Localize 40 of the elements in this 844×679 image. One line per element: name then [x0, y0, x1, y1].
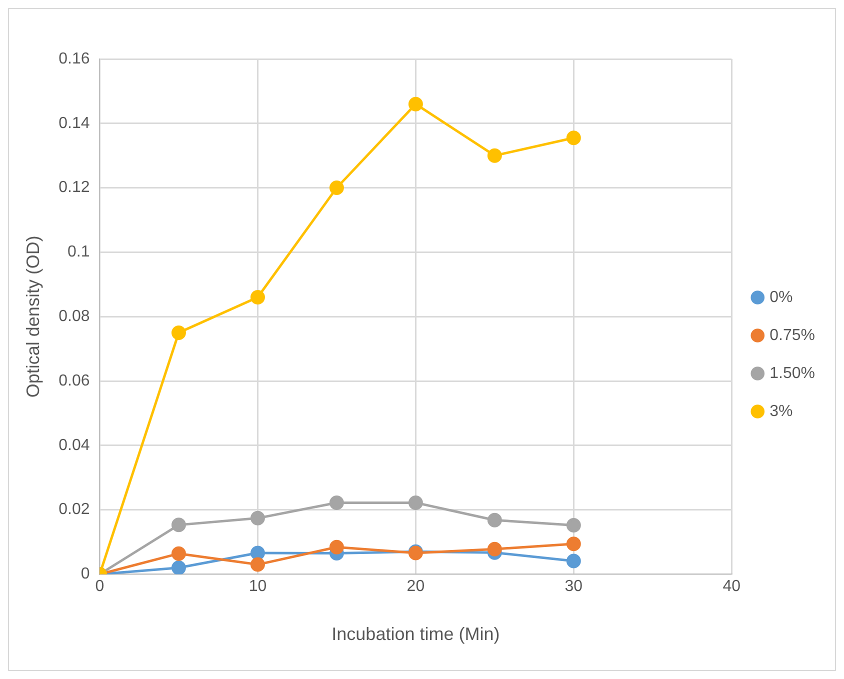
point — [171, 325, 186, 340]
point — [487, 542, 502, 556]
point — [408, 96, 423, 112]
point — [329, 540, 344, 554]
y-tick-label: 0.16 — [58, 50, 90, 68]
y-tick-label: 0.12 — [58, 179, 90, 196]
x-tick-label: 20 — [406, 578, 425, 596]
point — [566, 554, 581, 568]
point — [250, 557, 265, 572]
point — [487, 148, 502, 163]
y-tick-label: 0.14 — [58, 114, 90, 132]
y-tick-label: 0.08 — [58, 308, 90, 326]
point — [329, 180, 344, 196]
x-tick-label: 40 — [722, 578, 741, 596]
y-axis-title: Optical density (OD) — [22, 236, 43, 398]
point — [329, 495, 344, 510]
y-tick-label: 0 — [80, 566, 90, 583]
point — [566, 130, 581, 146]
legend-label: 0.75% — [770, 326, 816, 344]
point — [171, 518, 186, 532]
x-tick-label: 10 — [248, 578, 267, 596]
y-tick-label: 0.02 — [58, 501, 90, 518]
x-tick-label: 30 — [564, 578, 583, 596]
legend-label: 1.50% — [770, 364, 816, 382]
point — [566, 536, 581, 552]
point — [566, 518, 581, 533]
x-axis-title: Incubation time (Min) — [332, 624, 500, 644]
point — [487, 512, 502, 528]
point — [250, 546, 265, 560]
point — [171, 560, 186, 574]
x-tick-label: 0 — [95, 578, 104, 596]
point — [408, 495, 423, 510]
point — [171, 546, 186, 561]
y-tick-label: 0.04 — [58, 436, 90, 454]
legend-label: 0% — [770, 288, 793, 306]
point — [250, 290, 265, 305]
point — [250, 510, 265, 526]
legend-label: 3% — [770, 402, 793, 420]
y-tick-label: 0.1 — [67, 244, 90, 261]
y-tick-label: 0.06 — [58, 372, 90, 390]
